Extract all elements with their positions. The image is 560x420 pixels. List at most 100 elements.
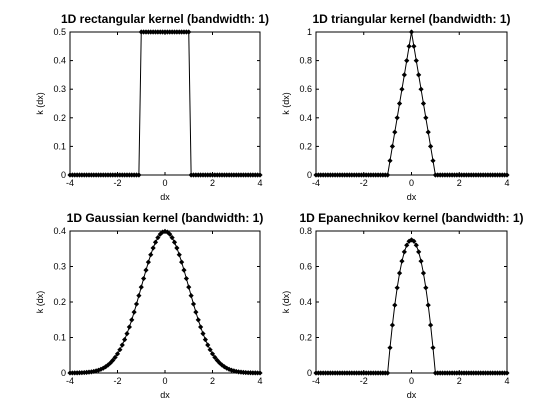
data-point xyxy=(394,285,400,291)
data-point xyxy=(112,354,118,360)
y-tick-label: 0.2 xyxy=(299,333,312,343)
data-point xyxy=(126,324,132,330)
y-tick-label: 0.5 xyxy=(53,27,66,37)
y-tick-label: 0.2 xyxy=(53,113,66,123)
y-tick-label: 0.4 xyxy=(299,113,312,123)
x-tick-label: -2 xyxy=(113,178,121,188)
data-point xyxy=(392,302,398,308)
axes-frame xyxy=(69,230,261,374)
x-tick-label: 2 xyxy=(457,178,462,188)
data-point xyxy=(131,309,137,315)
chart-title: 1D Gaussian kernel (bandwidth: 1) xyxy=(67,211,264,225)
x-tick-label: 0 xyxy=(409,178,414,188)
data-point xyxy=(190,301,197,307)
y-tick-label: 0 xyxy=(61,170,66,180)
data-point xyxy=(219,362,225,368)
data-point xyxy=(167,231,173,237)
data-point xyxy=(401,72,407,78)
data-point xyxy=(205,342,211,348)
x-axis-label: dx xyxy=(160,192,170,202)
series-line xyxy=(316,31,507,176)
x-tick-label: -2 xyxy=(113,376,121,386)
chart-title: 1D triangular kernel (bandwidth: 1) xyxy=(312,12,510,26)
x-tick-label: 0 xyxy=(409,376,414,386)
data-point xyxy=(193,309,199,315)
data-point xyxy=(150,245,156,251)
data-point xyxy=(399,86,405,92)
data-point xyxy=(387,158,393,164)
data-point xyxy=(129,317,135,323)
y-tick-label: 0.3 xyxy=(53,262,66,272)
data-point xyxy=(209,351,216,357)
x-axis-label: dx xyxy=(407,390,417,400)
data-point xyxy=(413,242,419,248)
axes-frame xyxy=(315,230,508,374)
x-tick-label: 2 xyxy=(210,178,215,188)
data-point xyxy=(425,302,431,308)
data-point xyxy=(406,238,412,244)
series-line xyxy=(70,31,260,176)
data-point xyxy=(114,351,121,357)
data-point xyxy=(141,275,147,282)
x-tick-label: -4 xyxy=(66,178,74,188)
data-point xyxy=(212,354,218,360)
data-point xyxy=(136,293,142,299)
data-point xyxy=(117,347,123,353)
y-tick-label: 0.1 xyxy=(53,333,66,343)
x-tick-label: 4 xyxy=(504,376,509,386)
panel-rectangular: -4 -2 0 2 4 0 0.1 0.2 0.3 0.4 0.51D rectangular ke… xyxy=(35,12,269,202)
data-point xyxy=(430,158,436,164)
data-point xyxy=(238,369,244,375)
y-tick-label: 1 xyxy=(307,27,312,37)
y-tick-label: 0.4 xyxy=(53,56,66,66)
data-point xyxy=(124,331,130,337)
data-point xyxy=(394,115,400,121)
data-point xyxy=(176,252,182,258)
data-point xyxy=(195,317,201,323)
data-point xyxy=(186,284,192,290)
data-point xyxy=(207,347,213,353)
axes-frame xyxy=(69,31,261,176)
x-tick-label: 2 xyxy=(457,376,462,386)
data-point xyxy=(425,129,431,135)
data-point xyxy=(200,331,206,337)
data-point xyxy=(411,238,417,244)
y-tick-label: 0.8 xyxy=(299,226,312,236)
data-point xyxy=(188,293,194,299)
x-tick-label: 4 xyxy=(504,178,509,188)
data-point xyxy=(423,285,429,291)
data-point xyxy=(110,357,116,364)
x-axis-label: dx xyxy=(160,390,170,400)
chart-title: 1D Epanechnikov kernel (bandwidth: 1) xyxy=(299,211,523,225)
series-line xyxy=(69,230,261,374)
x-tick-label: -4 xyxy=(312,376,320,386)
x-tick-label: -4 xyxy=(66,376,74,386)
y-tick-label: 0 xyxy=(307,368,312,378)
data-point xyxy=(179,259,185,265)
y-tick-label: 0.3 xyxy=(53,84,66,94)
data-point xyxy=(169,235,175,241)
panel-gaussian: -4 -2 0 2 4 0 0.1 0.2 0.3 0.41D Gaussian kernel (… xyxy=(35,211,263,400)
data-point xyxy=(387,345,393,351)
chart-title: 1D rectangular kernel (bandwidth: 1) xyxy=(61,12,269,26)
y-axis-label: k (dx) xyxy=(281,92,291,115)
data-point xyxy=(119,342,125,348)
data-point xyxy=(105,362,111,368)
x-axis-label: dx xyxy=(407,192,417,202)
y-tick-label: 0.2 xyxy=(299,141,312,151)
panel-epanechnikov: -4 -2 0 2 4 0 0.2 0.4 0.6 0.81D Epanechnikov kern… xyxy=(281,211,524,400)
data-point xyxy=(198,324,204,330)
x-tick-label: 0 xyxy=(162,178,167,188)
data-point xyxy=(404,58,410,64)
x-tick-label: 0 xyxy=(162,376,167,386)
data-point xyxy=(152,239,159,245)
data-point xyxy=(202,337,208,343)
x-tick-label: 4 xyxy=(257,178,262,188)
data-point xyxy=(389,143,395,149)
data-point xyxy=(145,259,151,265)
data-point xyxy=(174,245,180,251)
data-point xyxy=(389,322,395,328)
data-point xyxy=(183,275,189,282)
y-tick-label: 0.4 xyxy=(53,226,66,236)
data-point xyxy=(416,249,422,255)
